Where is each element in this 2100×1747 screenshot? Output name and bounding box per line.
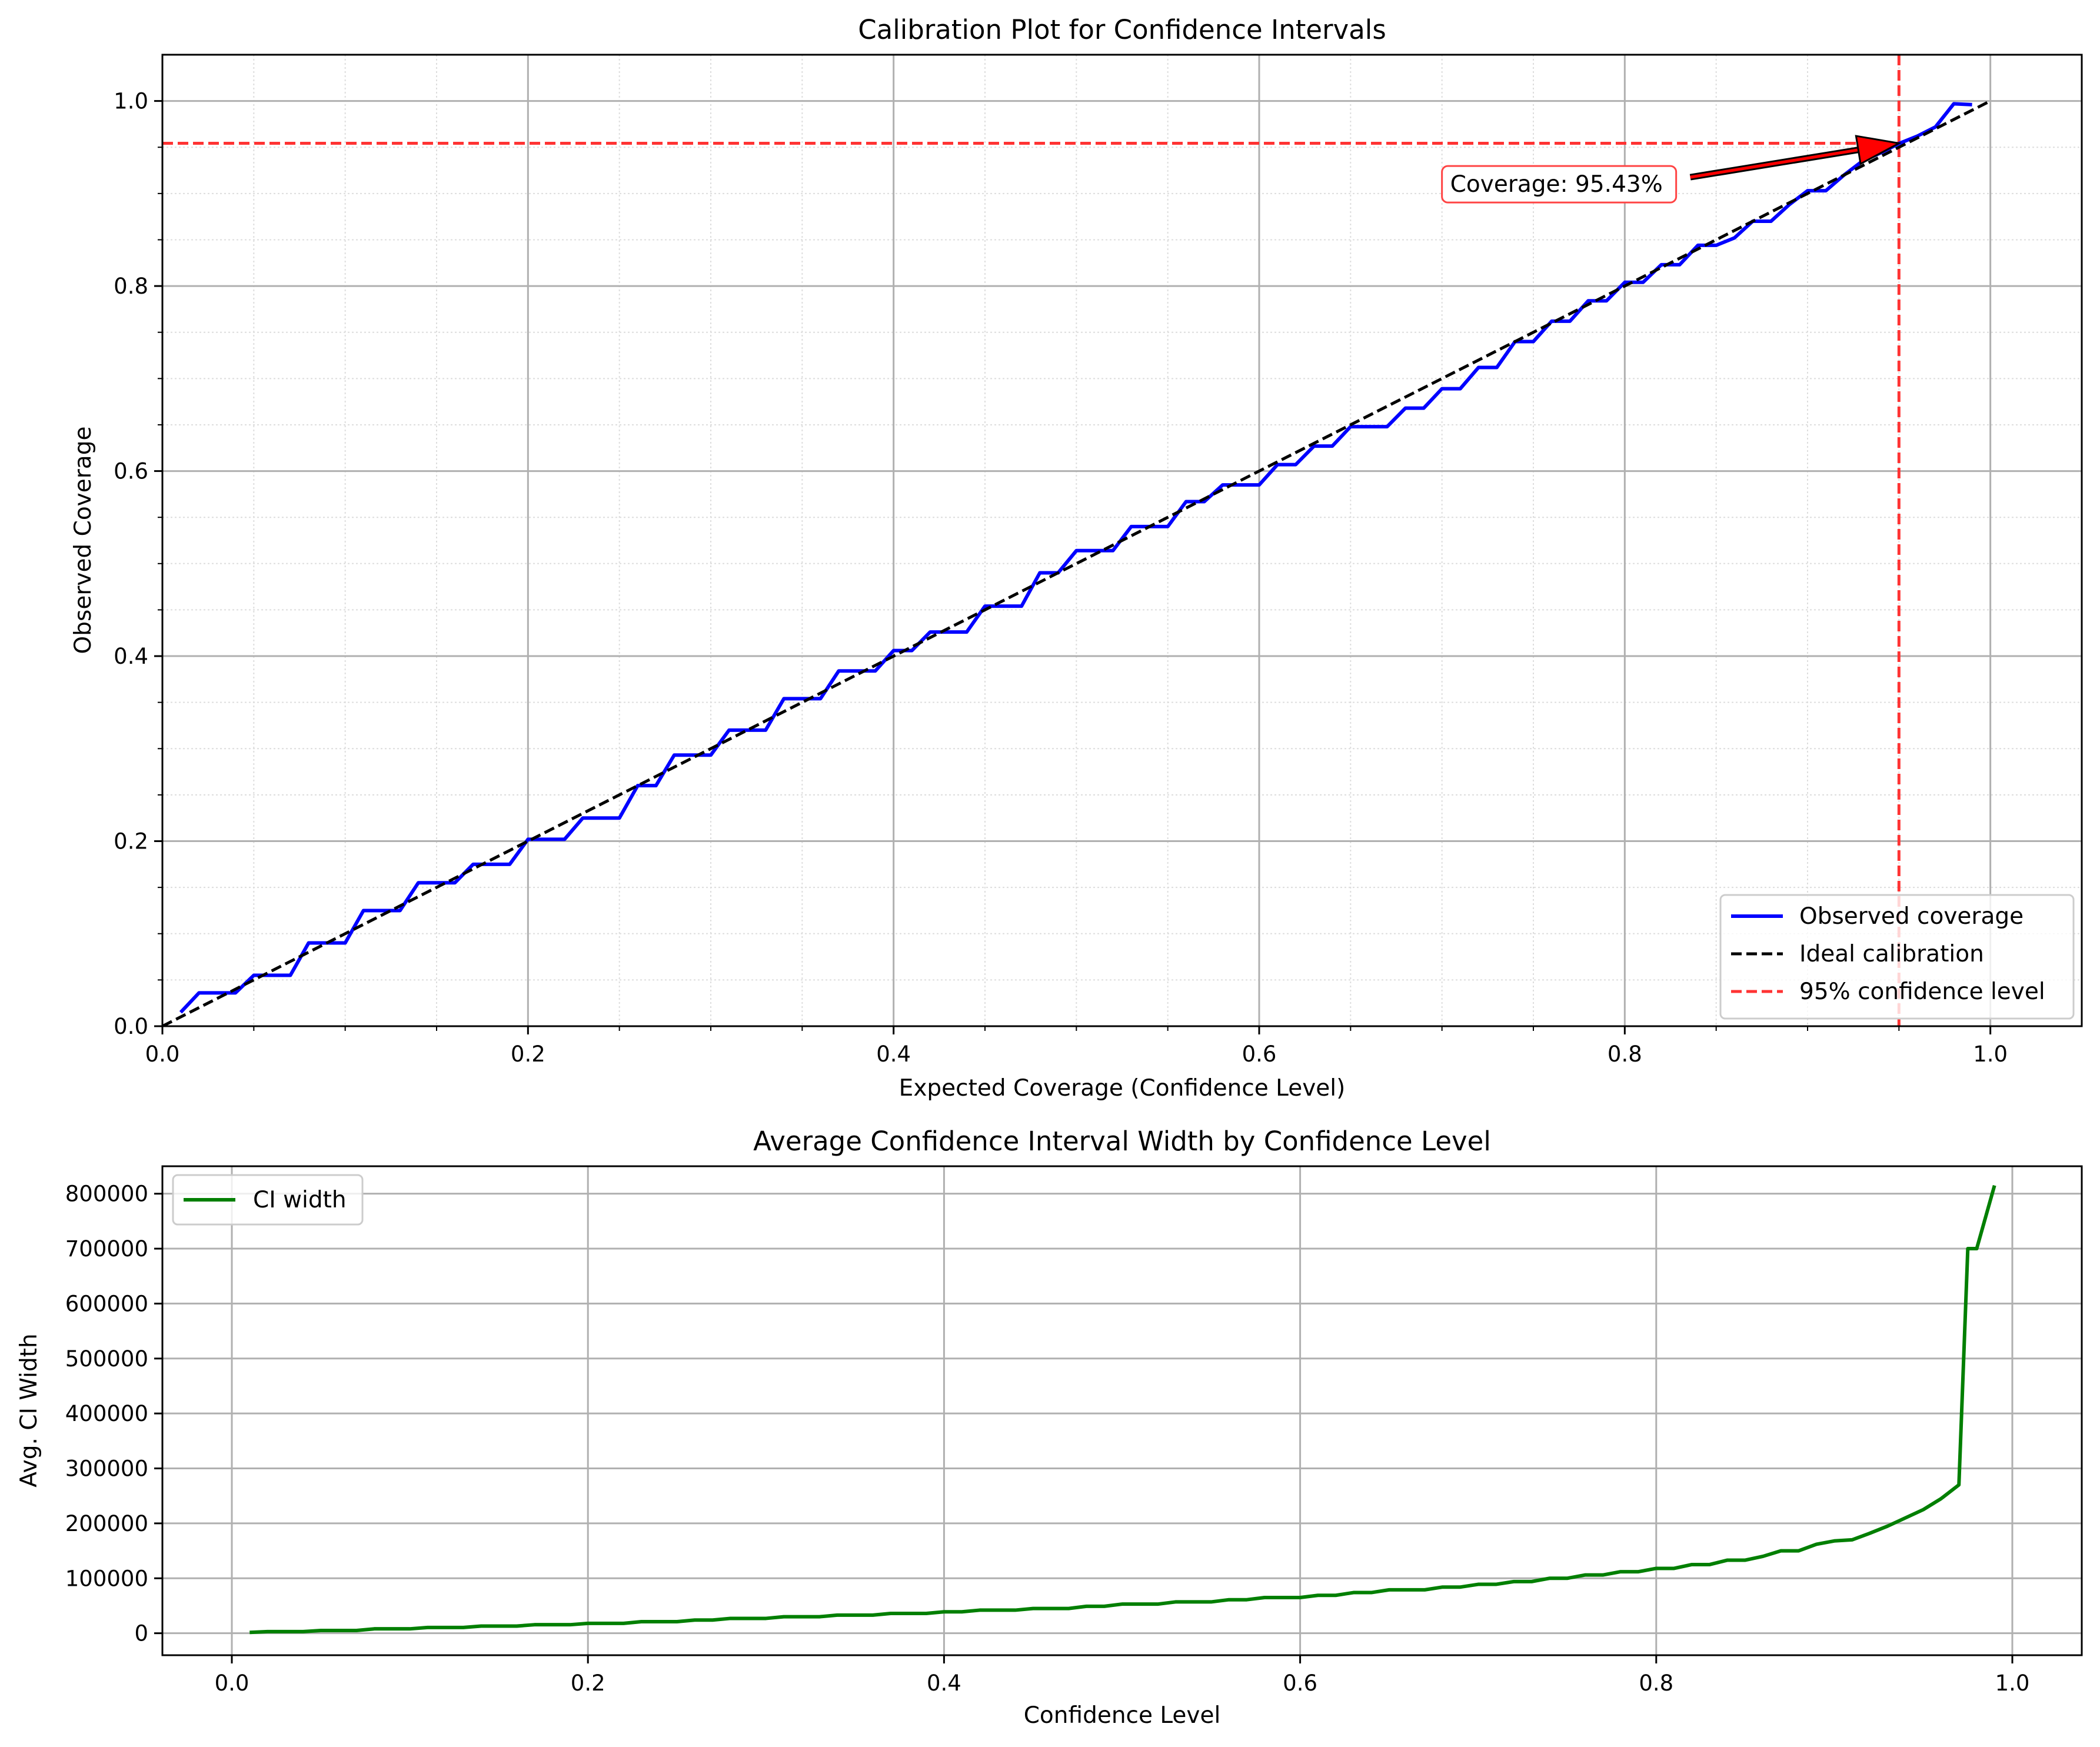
x-tick-label: 0.4 (876, 1041, 911, 1067)
legend-ideal-label: Ideal calibration (1799, 941, 1984, 967)
coverage-annotation: Coverage: 95.43% (1441, 135, 1902, 204)
annotation-arrow-shaft-fill (1690, 148, 1859, 179)
calibration-y-label: Observed Coverage (70, 427, 96, 654)
annotation-text: Coverage: 95.43% (1450, 171, 1663, 198)
x-tick-label: 0.4 (927, 1671, 961, 1696)
y-tick-label: 800000 (65, 1182, 148, 1207)
y-tick-label: 700000 (65, 1236, 148, 1262)
legend-confidence-label: 95% confidence level (1799, 979, 2045, 1005)
ci-width-x-label: Confidence Level (1024, 1702, 1221, 1729)
ci-width-legend: CI width (172, 1174, 364, 1226)
y-tick-label: 1.0 (114, 89, 148, 114)
ci-width-y-label: Avg. CI Width (16, 1333, 42, 1487)
y-tick-label: 500000 (65, 1346, 148, 1372)
y-tick-label: 100000 (65, 1566, 148, 1591)
calibration-legend: Observed coverage Ideal calibration 95% … (1719, 894, 2075, 1020)
legend-observed-label: Observed coverage (1799, 903, 2024, 930)
ci-width-title: Average Confidence Interval Width by Con… (753, 1126, 1491, 1157)
y-tick-label: 0.2 (114, 829, 148, 854)
y-tick-label: 0.8 (114, 274, 148, 299)
x-tick-label: 0.0 (215, 1671, 249, 1696)
calibration-ticks: 0.0 0.2 0.4 0.6 0.8 1.0 0.0 0.2 0.4 0.6 0.8 1.0 (114, 89, 2008, 1067)
x-tick-label: 0.8 (1608, 1041, 1642, 1067)
ci-width-major-grid (162, 1166, 2082, 1655)
ci-width-ticks: 0.0 0.2 0.4 0.6 0.8 1.0 0 100000 200000 300000 400… (65, 1182, 2030, 1696)
x-tick-label: 0.6 (1242, 1041, 1277, 1067)
x-tick-label: 0.2 (511, 1041, 545, 1067)
x-tick-label: 0.6 (1283, 1671, 1317, 1696)
annotation-arrow-head (1855, 135, 1902, 165)
x-tick-label: 1.0 (1973, 1041, 2008, 1067)
ci-width-line (249, 1184, 1996, 1635)
calibration-x-label: Expected Coverage (Confidence Level) (899, 1075, 1346, 1102)
annotation-box (1441, 165, 1678, 204)
y-tick-label: 0.4 (114, 644, 148, 669)
calibration-series (162, 55, 1991, 1026)
ci-width-plot-frame (161, 1165, 2083, 1656)
y-tick-label: 0.6 (114, 459, 148, 484)
legend-ci-width-label: CI width (253, 1187, 347, 1213)
y-tick-label: 300000 (65, 1456, 148, 1482)
ci-width-legend-box (172, 1174, 364, 1226)
calibration-title: Calibration Plot for Confidence Interval… (858, 14, 1386, 45)
calibration-plot-frame (161, 54, 2083, 1027)
y-tick-label: 200000 (65, 1511, 148, 1536)
y-tick-label: 0.0 (114, 1014, 148, 1039)
x-tick-label: 0.0 (145, 1041, 180, 1067)
x-tick-label: 1.0 (1995, 1671, 2030, 1696)
y-tick-label: 600000 (65, 1291, 148, 1316)
ideal-calibration-line (162, 99, 1991, 1026)
calibration-plot: Coverage: 95.43% 0.0 0.2 0.4 0.6 0.8 1.00.00.… (70, 14, 2083, 1102)
ci-width-plot: 0.0 0.2 0.4 0.6 0.8 1.0 0 100000 200000 300000 400… (16, 1126, 2083, 1729)
x-tick-label: 0.2 (571, 1671, 605, 1696)
calibration-legend-box (1719, 894, 2075, 1020)
ci-width-series (249, 1184, 1996, 1635)
calibration-minor-grid (162, 55, 2082, 1026)
y-tick-label: 0 (134, 1621, 148, 1646)
y-tick-label: 400000 (65, 1401, 148, 1426)
x-tick-label: 0.8 (1639, 1671, 1673, 1696)
ci-width-plot-area (162, 1166, 2082, 1655)
